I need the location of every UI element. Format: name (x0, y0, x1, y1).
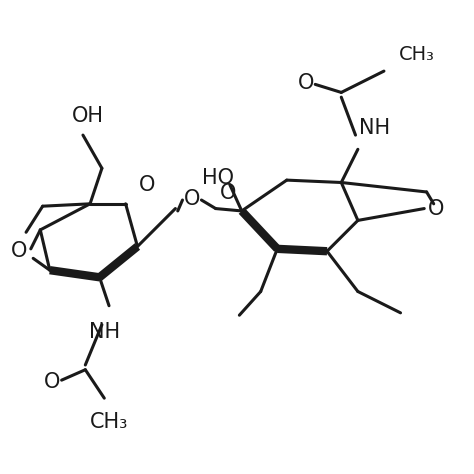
Text: O: O (428, 199, 444, 219)
Text: O: O (44, 372, 60, 392)
Text: O: O (139, 175, 155, 195)
Text: O: O (11, 241, 27, 261)
Text: NH: NH (89, 322, 120, 342)
Text: HO: HO (202, 168, 234, 188)
Text: O: O (184, 189, 200, 209)
Text: O: O (298, 73, 314, 93)
Text: OH: OH (72, 106, 104, 126)
Text: O: O (220, 183, 237, 203)
Text: CH₃: CH₃ (90, 412, 128, 432)
Text: CH₃: CH₃ (399, 45, 435, 64)
Text: NH: NH (359, 118, 390, 138)
